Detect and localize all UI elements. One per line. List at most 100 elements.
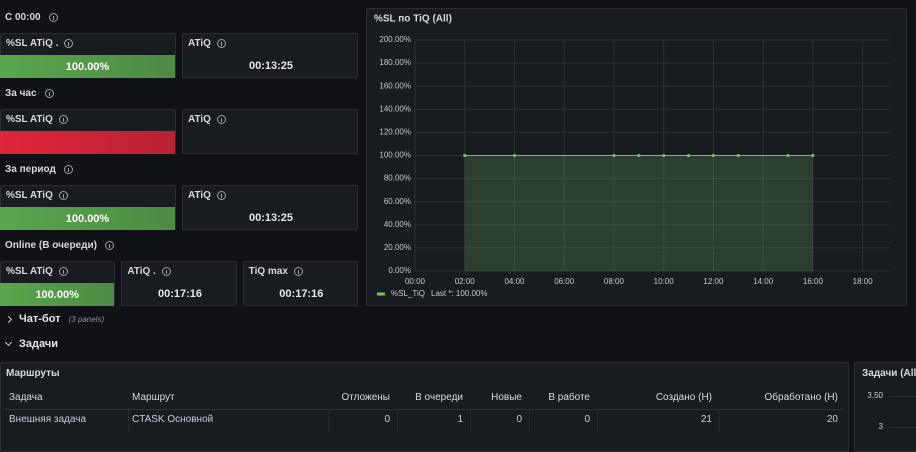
y-tick-label: 60.00% — [384, 197, 411, 206]
info-icon[interactable] — [44, 89, 54, 98]
stat-value: 100.00% — [65, 60, 110, 73]
cell-divider — [128, 410, 129, 432]
x-tick-label: 06:00 — [554, 277, 575, 286]
chevron — [4, 315, 13, 323]
y-tick-label: 200.00% — [379, 35, 411, 44]
stat-bar: 100.00% — [0, 55, 175, 78]
table-cell: CTASK Основной — [132, 414, 214, 425]
y-tick-label: 160.00% — [379, 81, 411, 90]
stat-title: %SL ATiQ — [6, 114, 68, 125]
row-title: Задачи — [19, 338, 58, 350]
row-title: Чат-бот — [19, 313, 61, 325]
chart-panel: %SL по TiQ (All) 0.00% 20.00% 40.00% 60.00%… — [366, 8, 907, 306]
table-panel: Маршруты Задача Маршрут Отложены В очереди Н… — [0, 362, 849, 452]
y-tick-label: 0.00% — [388, 266, 411, 275]
y-tick-label: 120.00% — [379, 128, 411, 137]
y-tick-label: 140.00% — [379, 104, 411, 113]
info-icon[interactable] — [104, 241, 114, 250]
point — [662, 153, 666, 158]
cell-divider — [597, 410, 598, 432]
stat-title-text: %SL ATiQ — [6, 190, 53, 201]
y-tick-label: 20.00% — [384, 243, 411, 252]
stat-panel: ATiQ . 00:17:16 — [121, 261, 237, 306]
stat-title-text: TiQ max — [248, 266, 288, 277]
point — [786, 153, 790, 158]
point — [686, 153, 691, 158]
info-icon[interactable] — [216, 191, 226, 200]
section-label: За час — [5, 88, 37, 99]
info-icon[interactable] — [58, 115, 68, 124]
side-panel: Задачи (All) 3.50 3 — [854, 362, 916, 452]
grid-line — [889, 396, 916, 397]
point — [637, 153, 641, 158]
table-cell: 20 — [826, 414, 838, 425]
column-header: Задача — [9, 392, 43, 403]
x-tick-label: 10:00 — [654, 277, 675, 286]
chart: %SL по TiQ (All) 0.00% 20.00% 40.00% 60.00%… — [374, 14, 890, 298]
stat-panel: ATiQ 00:13:25 — [182, 33, 358, 78]
stat-title: ATiQ — [188, 38, 226, 49]
stat-area: С 00:00 %SL ATiQ . 100.00% ATiQ 00:13:25 За ч… — [0, 0, 362, 310]
stat-title-text: %SL ATiQ . — [6, 38, 59, 49]
column-header: Маршрут — [132, 392, 175, 403]
stat-panel: %SL ATiQ . 100.00% — [0, 33, 176, 78]
point — [463, 153, 467, 158]
info-icon[interactable] — [63, 165, 73, 174]
area — [464, 155, 813, 271]
stat-title-text: %SL ATiQ — [6, 114, 53, 125]
stat-title: ATiQ . — [127, 266, 171, 277]
y-tick-label: 40.00% — [384, 220, 411, 229]
table-cell: 1 — [457, 414, 463, 425]
stat-title: TiQ max — [249, 266, 303, 277]
stat-title-text: ATiQ . — [127, 266, 156, 277]
info-icon[interactable] — [293, 267, 303, 276]
x-tick-label: 02:00 — [455, 277, 476, 286]
info-icon[interactable] — [48, 13, 58, 22]
stat-value: 100.00% — [35, 288, 79, 301]
y-tick-label: 3.50 — [867, 391, 883, 400]
y-tick-label: 100.00% — [379, 151, 411, 160]
column-header: Новые — [491, 392, 522, 403]
row-note: (3 panels) — [68, 314, 105, 324]
stat-title-text: ATiQ — [188, 114, 211, 125]
cell-divider — [529, 410, 530, 432]
point — [711, 153, 716, 158]
row-header: Чат-бот (3 panels) — [4, 313, 105, 325]
stat-value: 00:17:16 — [157, 288, 203, 300]
table-cell: 0 — [516, 414, 522, 425]
stat-bar: 100.00% — [0, 283, 115, 306]
cell-divider — [328, 410, 329, 432]
info-icon[interactable] — [161, 267, 171, 276]
x-tick-label: 00:00 — [405, 277, 426, 286]
stat-value: 00:17:16 — [279, 288, 324, 300]
stat-panel: ATiQ 00:13:25 — [182, 185, 358, 230]
section-label: Online (В очереди) — [5, 240, 97, 251]
info-icon[interactable] — [216, 39, 226, 48]
point — [512, 153, 517, 158]
info-icon[interactable] — [58, 267, 68, 276]
column-header: В работе — [548, 392, 590, 403]
section-label: За период — [5, 164, 56, 175]
info-icon[interactable] — [64, 39, 74, 48]
stat-title: %SL ATiQ . — [6, 38, 74, 49]
x-tick-label: 18:00 — [853, 277, 874, 286]
stat-title-text: ATiQ — [188, 190, 211, 201]
y-tick-label: 180.00% — [379, 58, 411, 67]
column-header: Отложены — [341, 392, 391, 403]
header-divider — [5, 409, 844, 410]
stat-bar: 100.00% — [0, 207, 175, 230]
table-cell: 0 — [384, 414, 390, 425]
grid-line — [889, 427, 916, 428]
cell-divider — [470, 410, 471, 432]
info-icon[interactable] — [58, 191, 68, 200]
info-icon[interactable] — [216, 115, 226, 124]
legend-label: %SL_TiQ — [391, 289, 425, 298]
stat-title: ATiQ — [188, 190, 226, 201]
stat-title: ATiQ — [188, 114, 226, 125]
stat-panel: TiQ max 00:17:16 — [242, 261, 358, 306]
stat-value: 00:13:25 — [248, 60, 294, 72]
point — [612, 153, 616, 158]
section-title: За период — [5, 164, 73, 175]
stat-title: %SL ATiQ — [6, 190, 68, 201]
x-tick-label: 04:00 — [504, 277, 525, 286]
